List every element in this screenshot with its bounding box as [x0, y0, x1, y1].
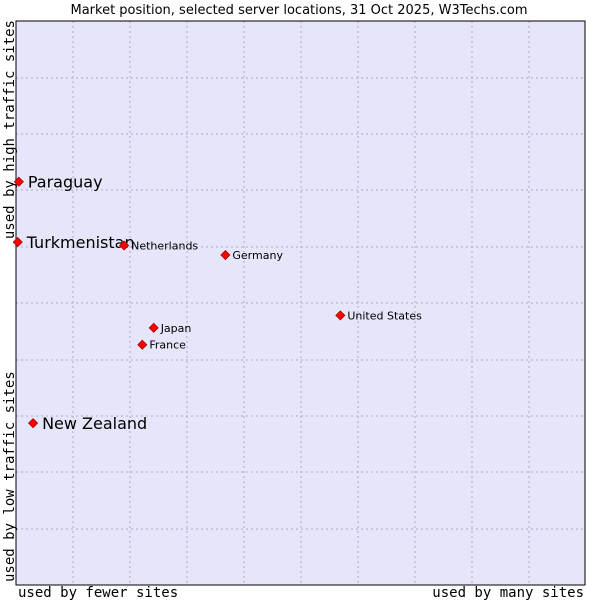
point-label-france: France [149, 339, 186, 352]
chart-title: Market position, selected server locatio… [70, 3, 527, 18]
point-marker-new-zealand [28, 418, 39, 429]
point-marker-netherlands [119, 240, 130, 251]
point-marker-paraguay [13, 176, 24, 187]
point-label-paraguay: Paraguay [28, 173, 103, 192]
plot-frame [15, 20, 586, 586]
x-axis-label-fewer: used by fewer sites [18, 585, 178, 600]
point-label-turkmenistan: Turkmenistan [26, 233, 135, 252]
point-marker-germany [220, 249, 231, 261]
grid-lines [16, 21, 585, 585]
point-label-new-zealand: New Zealand [42, 414, 147, 433]
point-marker-turkmenistan [12, 237, 23, 248]
point-label-united-states: United States [347, 309, 422, 322]
point-label-japan: Japan [160, 322, 192, 335]
point-marker-japan [148, 322, 159, 333]
y-axis-label-low-traffic: used by low traffic sites [2, 371, 18, 582]
point-marker-united-states [335, 310, 346, 321]
point-marker-france [137, 339, 148, 350]
data-points: Paraguay Turkmenistan New Zealand Netherlan… [12, 173, 422, 433]
x-axis-label-many: used by many sites [432, 585, 584, 600]
y-axis-label-high-traffic: used by high traffic sites [2, 20, 18, 239]
point-label-netherlands: Netherlands [131, 239, 198, 252]
point-label-germany: Germany [232, 249, 283, 262]
